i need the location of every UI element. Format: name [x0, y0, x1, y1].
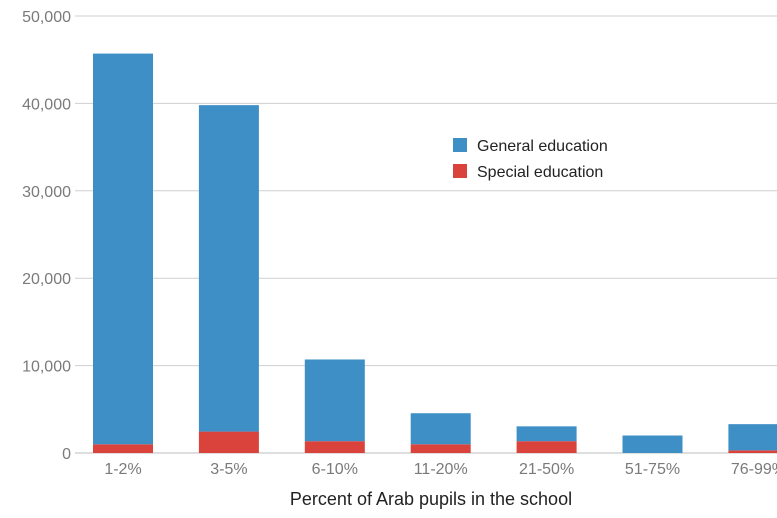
bar-general-education-4: [516, 426, 577, 442]
y-tick-label-2: 20,000: [22, 271, 71, 288]
x-tick-label-2: 6-10%: [312, 461, 358, 478]
x-tick-label-5: 51-75%: [625, 461, 680, 478]
bar-general-education-0: [93, 53, 153, 445]
bar-special-education-0: [93, 444, 153, 453]
x-tick-label-0: 1-2%: [104, 461, 141, 478]
y-tick-label-4: 40,000: [22, 96, 71, 113]
bar-general-education-5: [622, 435, 683, 453]
y-tick-label-0: 0: [62, 446, 71, 463]
bar-general-education-2: [304, 359, 365, 442]
legend: General education Special education: [453, 138, 608, 181]
x-tick-label-6: 76-99%: [731, 461, 777, 478]
y-tick-label-3: 30,000: [22, 184, 71, 201]
bar-special-education-2: [304, 441, 365, 453]
legend-label-0: General education: [477, 138, 608, 155]
y-tick-label-1: 10,000: [22, 359, 71, 376]
x-axis-label: Percent of Arab pupils in the school: [290, 489, 572, 509]
y-tick-label-5: 50,000: [22, 9, 71, 26]
x-tick-label-3: 11-20%: [414, 461, 468, 478]
legend-label-1: Special education: [477, 164, 603, 181]
x-axis-ticks: 1-2% 3-5% 6-10% 11-20% 21-50% 51-75% 76-99%: [104, 461, 777, 478]
x-tick-label-1: 3-5%: [210, 461, 247, 478]
legend-swatch-1: [453, 164, 467, 178]
bar-general-education-6: [728, 424, 777, 451]
bar-special-education-4: [516, 441, 577, 453]
grid-lines: [75, 15, 777, 454]
bar-special-education-3: [410, 444, 471, 453]
bar-general-education-1: [198, 105, 259, 432]
bars: [93, 53, 777, 453]
bar-special-education-6: [728, 450, 777, 453]
y-axis-ticks: 0 10,000 20,000 30,000 40,000 50,000: [22, 9, 71, 463]
x-tick-label-4: 21-50%: [519, 461, 574, 478]
bar-general-education-3: [410, 413, 471, 445]
legend-swatch-0: [453, 138, 467, 152]
bar-special-education-1: [198, 431, 259, 453]
